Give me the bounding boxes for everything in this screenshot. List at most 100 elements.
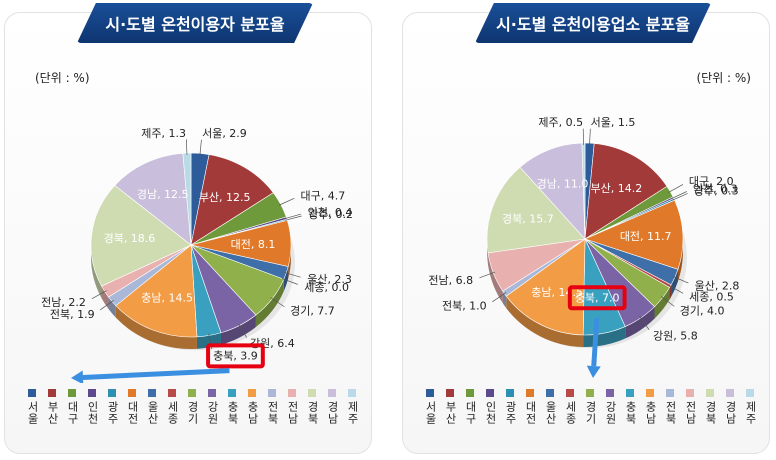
leader-line (672, 276, 689, 284)
legend-item-강원: 강원 (205, 389, 219, 425)
leader-line (672, 193, 688, 201)
pie-label-경북: 경북, 15.7 (502, 213, 554, 226)
legend-item-경북: 경북 (305, 389, 319, 425)
legend-item-대구: 대구 (65, 389, 79, 425)
left-chart-panel: 시·도별 온천이용자 분포율 (단위 : %) 서울, 2.9 부산, 12.5 대… (4, 3, 372, 454)
legend-swatch (746, 389, 754, 397)
legend-label: 전북 (266, 401, 279, 425)
pie-label-전북: 전북, 1.0 (442, 300, 487, 313)
left-unit-label: (단위 : %) (35, 71, 90, 85)
pie-slice-충남 (115, 244, 198, 338)
arrow-shaft (82, 368, 230, 380)
pie-label-광주: 광주, 0.3 (694, 185, 739, 198)
pie-slice-경남 (519, 142, 586, 240)
pie-slice-부산 (190, 154, 274, 246)
pie-label-강원: 강원, 5.8 (653, 329, 698, 342)
leader-line (660, 296, 675, 307)
legend-item-경기: 경기 (185, 389, 199, 425)
legend-label: 세종 (166, 401, 179, 425)
right-pie-chart: 서울, 1.5 부산, 14.2 대구, 2.0인천, 0.3광주, 0.3 대전, … (428, 116, 739, 378)
legend-item-부산: 부산 (45, 389, 59, 425)
legend-swatch (188, 389, 196, 397)
legend-item-경북: 경북 (703, 389, 717, 425)
leader-line (639, 316, 650, 330)
legend-swatch (426, 389, 434, 397)
pie-label-인천: 인천, 0.4 (308, 205, 353, 219)
leader-line (479, 271, 496, 279)
legend-item-경기: 경기 (583, 389, 597, 425)
legend-item-대전: 대전 (523, 389, 537, 425)
legend-swatch (208, 389, 216, 397)
pie-label-울산: 울산, 2.3 (307, 273, 352, 286)
pie-slice-경북 (486, 166, 586, 254)
leader-line (589, 128, 591, 146)
legend-label: 부산 (444, 401, 457, 425)
legend-swatch (506, 389, 514, 397)
legend-label: 대구 (66, 401, 79, 425)
leader-line (270, 297, 285, 308)
right-legend: 서울 부산 대구 인천 광주 대전 울산 세종 경기 강원 충북 충남 전북 전남 경북 경남 제주 (423, 389, 763, 449)
pie-slice-side-충남 (115, 305, 197, 349)
legend-label: 광주 (504, 401, 517, 425)
legend-item-충남: 충남 (643, 389, 657, 425)
pie-label-대구: 대구, 4.7 (300, 190, 345, 203)
pie-slice-side-울산 (671, 269, 678, 297)
legend-label: 충남 (644, 401, 657, 425)
pie-label-세종: 세종, 0.0 (304, 281, 349, 294)
leader-line (238, 323, 247, 338)
legend-item-세종: 세종 (165, 389, 179, 425)
legend-swatch (526, 389, 534, 397)
legend-item-경남: 경남 (325, 389, 339, 425)
legend-label: 대전 (126, 401, 139, 425)
pie-label-대구: 대구, 2.0 (689, 175, 734, 188)
legend-item-광주: 광주 (503, 389, 517, 425)
legend-swatch (446, 389, 454, 397)
leader-line (284, 213, 302, 219)
pie-label-부산: 부산, 14.2 (591, 182, 643, 195)
legend-label: 울산 (146, 401, 159, 425)
pie-label-충북: 충북, 7.0 (575, 291, 620, 304)
legend-item-전북: 전북 (663, 389, 677, 425)
legend-label: 인천 (484, 401, 497, 425)
pie-slice-충남 (505, 238, 586, 336)
leader-line (668, 284, 684, 294)
legend-label: 강원 (604, 401, 617, 425)
leader-line (671, 191, 687, 199)
legend-label: 제주 (346, 401, 359, 425)
legend-label: 경기 (584, 401, 597, 425)
legend-swatch (108, 389, 116, 397)
legend-swatch (68, 389, 76, 397)
legend-swatch (308, 389, 316, 397)
legend-label: 대구 (464, 401, 477, 425)
legend-label: 인천 (86, 401, 99, 425)
legend-label: 충북 (624, 401, 637, 425)
legend-label: 부산 (46, 401, 59, 425)
arrow-head (586, 365, 601, 378)
legend-item-광주: 광주 (105, 389, 119, 425)
leader-line (199, 139, 202, 156)
legend-item-세종: 세종 (563, 389, 577, 425)
pie-label-경남: 경남, 11.0 (537, 178, 589, 191)
pie-label-서울: 서울, 1.5 (591, 116, 636, 129)
leader-line (281, 278, 298, 285)
leader-line (91, 290, 107, 299)
legend-swatch (248, 389, 256, 397)
pie-label-서울: 서울, 2.9 (202, 127, 247, 140)
legend-item-충남: 충남 (245, 389, 259, 425)
legend-swatch (88, 389, 96, 397)
legend-label: 강원 (206, 401, 219, 425)
legend-swatch (168, 389, 176, 397)
legend-swatch (586, 389, 594, 397)
legend-label: 제주 (744, 401, 757, 425)
pie-slice-side-세종 (669, 284, 672, 300)
arrow-shaft (591, 318, 600, 367)
pie-slice-side-전남 (101, 286, 109, 310)
leader-line (99, 300, 114, 311)
legend-item-대구: 대구 (463, 389, 477, 425)
pie-label-경기: 경기, 7.7 (290, 304, 335, 317)
pie-slice-side-대전 (677, 239, 683, 282)
right-unit-label: (단위 : %) (696, 71, 751, 85)
legend-label: 전북 (664, 401, 677, 425)
legend-item-서울: 서울 (423, 389, 437, 425)
pie-label-경북: 경북, 18.6 (104, 232, 156, 245)
